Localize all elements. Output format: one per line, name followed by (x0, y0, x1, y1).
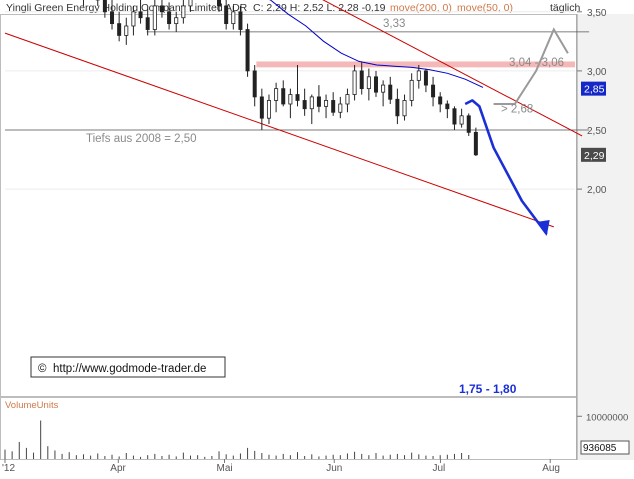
chart-title: Yingli Green Energy Holding Company Limi… (6, 2, 248, 14)
candle-body (145, 17, 150, 30)
candle-body (281, 88, 286, 105)
watermark-text: http://www.godmode-trader.de (53, 363, 206, 375)
candle-body (231, 11, 236, 25)
resistance-zone (256, 61, 575, 68)
candle-body (110, 11, 115, 25)
quote-summary: C: 2,29 H: 2,52 L: 2,28 -0,19 (253, 2, 386, 14)
y-tick-label: 2,50 (587, 126, 607, 137)
candle-body (373, 76, 378, 93)
y-tick-label: 3,00 (587, 67, 607, 78)
volume-last-label: 936085 (583, 443, 617, 454)
candle-body (295, 94, 300, 101)
candle-body (338, 103, 343, 113)
candle-body (395, 98, 400, 117)
trend-channel-line (322, 0, 583, 137)
candle-body (245, 29, 250, 72)
candle-body (473, 131, 478, 156)
candle-body (388, 84, 393, 100)
candle-body (302, 100, 307, 110)
candle-body (252, 70, 257, 98)
candle-body (288, 94, 293, 105)
candle-body (359, 70, 364, 90)
level-label: Tiefs aus 2008 = 2,50 (86, 133, 197, 145)
y-tick-label: 2,00 (587, 185, 607, 196)
price-tag (581, 147, 606, 162)
trend-channel-line (4, 32, 554, 228)
volume-tick-label: 10000000 (586, 412, 628, 423)
candle-body (217, 0, 222, 7)
volume-last-tag (580, 440, 630, 455)
volume-label: VolumeUnits (5, 400, 59, 411)
forecast-gray-arrow-label: > 2,68 (501, 104, 533, 116)
candle-body (188, 0, 193, 7)
candle-body (266, 100, 271, 119)
candle-body (381, 84, 386, 93)
candle-body (409, 79, 414, 101)
candle-body (459, 115, 464, 125)
candle-body (331, 100, 336, 113)
candle-body (431, 84, 436, 98)
candle-body (423, 70, 428, 86)
candle-body (159, 5, 164, 13)
x-tick-label: Jul (432, 463, 445, 474)
forecast-blue-path (464, 99, 548, 235)
legend-ma-short: move(50, 0) (457, 2, 513, 14)
candle-body (466, 115, 471, 133)
forecast-gray-label: 3,04 - 3,06 (509, 57, 564, 69)
watermark-copyright: © (38, 363, 47, 375)
period-label: täglich (550, 2, 581, 14)
x-tick-label: Aug (542, 463, 560, 474)
legend-ma-long: move(200, 0) (390, 2, 452, 14)
candle-body (345, 94, 350, 105)
y-tick-label: 3,50 (587, 8, 607, 19)
candle-body (259, 96, 264, 119)
price-tag-label: 2,29 (584, 150, 605, 162)
candle-body (352, 70, 357, 95)
candle-body (152, 5, 157, 30)
candle-body (181, 5, 186, 19)
candle-body (324, 100, 329, 107)
x-tick-label: Mai (217, 463, 233, 474)
candle-body (416, 70, 421, 81)
watermark-box (30, 356, 226, 378)
candle-body (452, 108, 457, 125)
candle-body (224, 5, 229, 25)
x-tick-label: '12 (2, 463, 15, 474)
price-tag (581, 81, 606, 96)
candle-body (167, 11, 172, 25)
forecast-gray-path (493, 27, 569, 105)
x-tick-label: Apr (110, 463, 126, 474)
candle-body (445, 103, 450, 110)
price-tag-label: 2,85 (584, 84, 605, 96)
forecast-blue-arrowhead (536, 220, 550, 237)
level-label: 3,33 (383, 18, 405, 30)
candle-body (438, 96, 443, 105)
volume-frame (0, 397, 577, 460)
candle-body (124, 25, 129, 36)
x-tick-label: Jun (326, 463, 342, 474)
right-axis-bg (577, 14, 634, 460)
candle-body (366, 76, 371, 90)
candle-body (174, 17, 179, 25)
candle-body (117, 23, 122, 36)
candle-body (309, 96, 314, 110)
candle-body (402, 100, 407, 117)
moving-average-50-line (269, 0, 484, 88)
candle-body (102, 0, 107, 13)
candle-body (138, 11, 143, 19)
candle-body (238, 11, 243, 30)
candle-body (274, 88, 279, 101)
plot-frame (0, 14, 577, 397)
candle-body (316, 96, 321, 107)
forecast-blue-label: 1,75 - 1,80 (459, 382, 517, 396)
candle-body (131, 11, 136, 27)
